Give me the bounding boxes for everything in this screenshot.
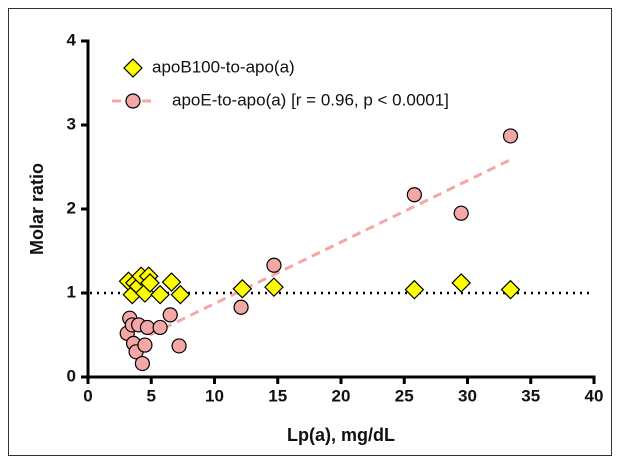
x-tick-label: 20 bbox=[332, 386, 351, 405]
circle-point bbox=[406, 187, 422, 203]
y-tick-label: 4 bbox=[67, 30, 77, 49]
diamond-point bbox=[232, 278, 253, 299]
diamond-point bbox=[264, 277, 284, 297]
circle-point bbox=[137, 337, 153, 353]
x-axis-title: Lp(a), mg/dL bbox=[287, 425, 395, 445]
diamond-point bbox=[161, 272, 182, 292]
legend-label: apoB100-to-apo(a) bbox=[152, 57, 295, 76]
y-tick-label: 3 bbox=[67, 114, 76, 133]
x-tick-label: 5 bbox=[147, 386, 156, 405]
y-tick-label: 1 bbox=[67, 282, 76, 301]
diamond-point bbox=[451, 273, 472, 293]
legend-marker bbox=[125, 93, 141, 109]
diamond-point bbox=[500, 279, 521, 300]
y-axis-title: Molar ratio bbox=[27, 163, 47, 255]
legend-label: apoE-to-apo(a) [r = 0.96, p < 0.0001] bbox=[172, 90, 449, 109]
x-tick-label: 30 bbox=[458, 386, 477, 405]
circle-point bbox=[266, 257, 282, 273]
frame bbox=[8, 8, 612, 456]
diamond-point bbox=[150, 284, 170, 305]
circle-point bbox=[134, 355, 150, 372]
x-tick-label: 35 bbox=[521, 386, 540, 405]
x-tick-label: 0 bbox=[83, 386, 92, 405]
y-tick-label: 0 bbox=[67, 366, 76, 385]
diamond-point bbox=[404, 279, 425, 300]
circle-point bbox=[152, 319, 168, 336]
x-tick-label: 15 bbox=[268, 386, 287, 405]
circle-point bbox=[139, 319, 156, 336]
x-tick-label: 40 bbox=[585, 386, 604, 405]
circle-point bbox=[162, 307, 178, 323]
diamond-point bbox=[170, 284, 191, 305]
circle-point bbox=[502, 128, 519, 144]
circle-point bbox=[171, 338, 187, 354]
x-tick-label: 10 bbox=[205, 386, 224, 405]
circle-point bbox=[453, 205, 469, 221]
x-tick-label: 25 bbox=[395, 386, 414, 405]
circle-point bbox=[233, 299, 249, 315]
fit-line bbox=[149, 158, 510, 337]
legend-marker bbox=[123, 58, 143, 78]
y-tick-label: 2 bbox=[67, 198, 76, 217]
diamond-point bbox=[140, 273, 160, 293]
